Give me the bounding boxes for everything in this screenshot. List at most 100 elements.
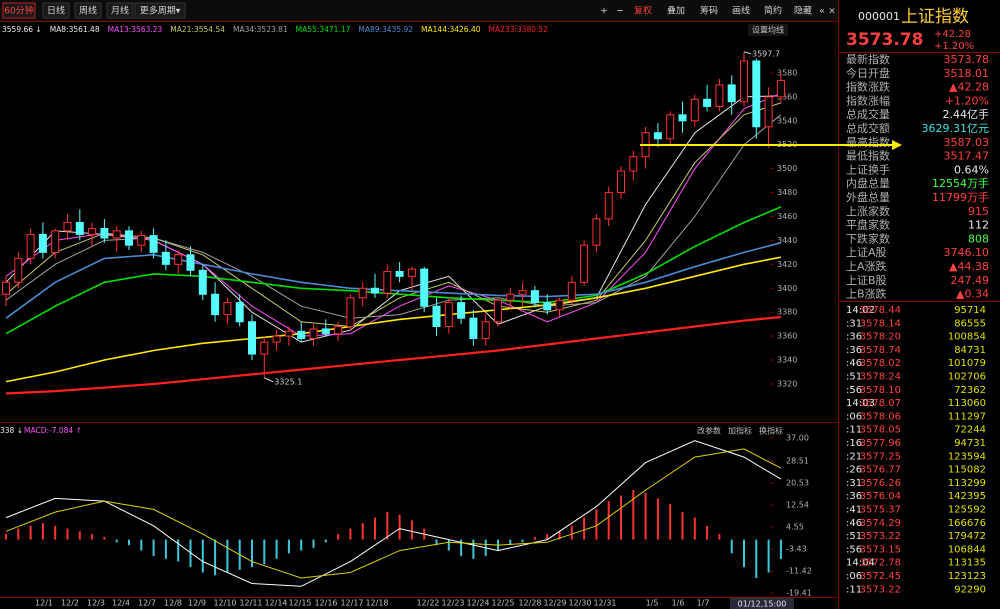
quote-label: 上证B股 — [846, 274, 887, 287]
tool-button[interactable]: 画线 — [732, 5, 750, 17]
legend-item: MA13:3563.23 — [108, 25, 163, 34]
tool-button[interactable]: 隐藏 — [794, 5, 812, 17]
y-tick-label: 28.51 — [786, 457, 809, 466]
price-readout: 3559.66 ↓ — [2, 25, 42, 34]
indicator-button[interactable]: 加指标 — [728, 426, 752, 436]
candle-body — [309, 328, 318, 340]
quote-label: 上涨家数 — [846, 204, 890, 218]
candle-body — [444, 302, 453, 328]
quote-label: 上证A股 — [846, 246, 887, 259]
tool-button[interactable]: × — [828, 7, 836, 17]
settings-button[interactable]: 设置均线 — [752, 25, 784, 35]
candle-body — [494, 299, 502, 323]
x-tick-label: 12/24 — [466, 599, 489, 608]
tool-button[interactable]: 简约 — [764, 5, 782, 17]
ma-line — [5, 256, 782, 383]
x-tick-label: 12/1 — [35, 599, 53, 608]
tool-button[interactable]: « — [819, 7, 825, 17]
overlay — [640, 140, 902, 150]
tool-button[interactable]: 叠加 — [667, 6, 685, 17]
quote-value: ▲44.38 — [949, 260, 989, 273]
tool-button[interactable]: + — [600, 7, 608, 17]
y-tick-label: 12.54 — [786, 501, 809, 510]
tool-button[interactable]: − — [616, 7, 624, 17]
tick-time: :16 — [846, 438, 862, 449]
x-tick-label: 12/25 — [491, 599, 514, 608]
candle-body — [248, 321, 256, 355]
period-label[interactable]: 60分钟 — [4, 5, 33, 17]
quote-value: 11799万手 — [932, 190, 989, 204]
quote-label: 平盘家数 — [846, 218, 890, 232]
tick-price: 3578.02 — [860, 358, 901, 369]
x-tick-label: 12/3 — [87, 599, 105, 608]
tick-time: :46 — [846, 518, 862, 529]
y-tick-label: 3360 — [777, 332, 797, 341]
y-tick-label: 3500 — [777, 164, 797, 173]
candle-body — [653, 132, 662, 140]
y-tick-label: 3340 — [777, 356, 797, 365]
indicator-button[interactable]: 换指标 — [759, 426, 783, 436]
tick-time: :36 — [846, 345, 862, 356]
ma-line — [5, 242, 782, 319]
indicator-button[interactable]: 改参数 — [697, 426, 721, 436]
quote-value: 3746.10 — [944, 246, 990, 259]
period-button[interactable] — [106, 2, 134, 19]
tick-volume: 125592 — [948, 505, 986, 516]
tick-time: :56 — [846, 385, 862, 396]
quote-value: 3573.78 — [944, 53, 990, 66]
x-tick-label: 12/17 — [340, 599, 363, 608]
legend-item: MA21:3554.54 — [170, 25, 225, 34]
tick-price: 3576.26 — [860, 478, 901, 489]
tick-price: 3573.22 — [860, 584, 901, 595]
x-tick-label: 12/14 — [264, 599, 287, 608]
settings-button-bg[interactable] — [748, 24, 788, 36]
x-tick-label: 12/9 — [188, 599, 206, 608]
y-tick-label: 3560 — [777, 92, 797, 101]
quote-label: 最低指数 — [846, 149, 890, 163]
tool-button[interactable]: 复权 — [634, 5, 652, 17]
candle-body — [235, 302, 244, 323]
period-label[interactable]: 周线 — [79, 5, 97, 17]
quote-label: 最高指数 — [846, 135, 890, 149]
candle-body — [690, 98, 699, 122]
candle-body — [272, 335, 281, 343]
tick-price: 3576.04 — [860, 491, 901, 502]
quote-value: 112 — [968, 219, 989, 232]
tick-time: :46 — [846, 358, 862, 369]
period-label[interactable]: 更多周期▾ — [140, 5, 181, 17]
period-label[interactable]: 月线 — [111, 5, 129, 17]
quote-label: 最新指数 — [846, 52, 890, 66]
period-label[interactable]: 日线 — [47, 5, 65, 17]
tick-time: :31 — [846, 318, 862, 329]
x-tick-label: 12/28 — [518, 599, 541, 608]
candle-body — [2, 281, 10, 295]
candle-body — [469, 317, 478, 340]
candle-body — [88, 227, 97, 235]
annotation-leader — [264, 377, 274, 383]
tick-price: 3578.74 — [860, 345, 901, 356]
y-tick-label: 20.53 — [786, 479, 809, 488]
candle-body — [26, 233, 35, 259]
y-tick-label: 3380 — [777, 308, 797, 317]
period-button[interactable] — [42, 2, 70, 19]
ma-line — [5, 315, 782, 395]
x-tick-label: 1/5 — [646, 599, 659, 608]
period-button[interactable] — [2, 2, 36, 19]
candle-body — [678, 114, 687, 122]
candle-body — [543, 302, 552, 311]
period-button[interactable] — [74, 2, 102, 19]
macd-title: MACD:-7.084 ↑ — [24, 426, 82, 435]
last-price: 3573.78 — [846, 30, 923, 50]
tool-button[interactable]: 筹码 — [700, 5, 718, 17]
x-tick-label: 12/23 — [441, 599, 464, 608]
tick-time: :36 — [846, 332, 862, 343]
quote-label: 上B涨跌 — [846, 287, 887, 301]
x-tick-label: 12/16 — [314, 599, 337, 608]
tick-volume: 179472 — [948, 531, 986, 542]
period-button[interactable] — [134, 2, 186, 19]
tick-price: 3578.06 — [860, 411, 901, 422]
tick-volume: 113135 — [948, 558, 986, 569]
tick-volume: 106844 — [948, 544, 986, 555]
macd-line — [5, 448, 782, 579]
tick-time: :51 — [846, 531, 862, 542]
